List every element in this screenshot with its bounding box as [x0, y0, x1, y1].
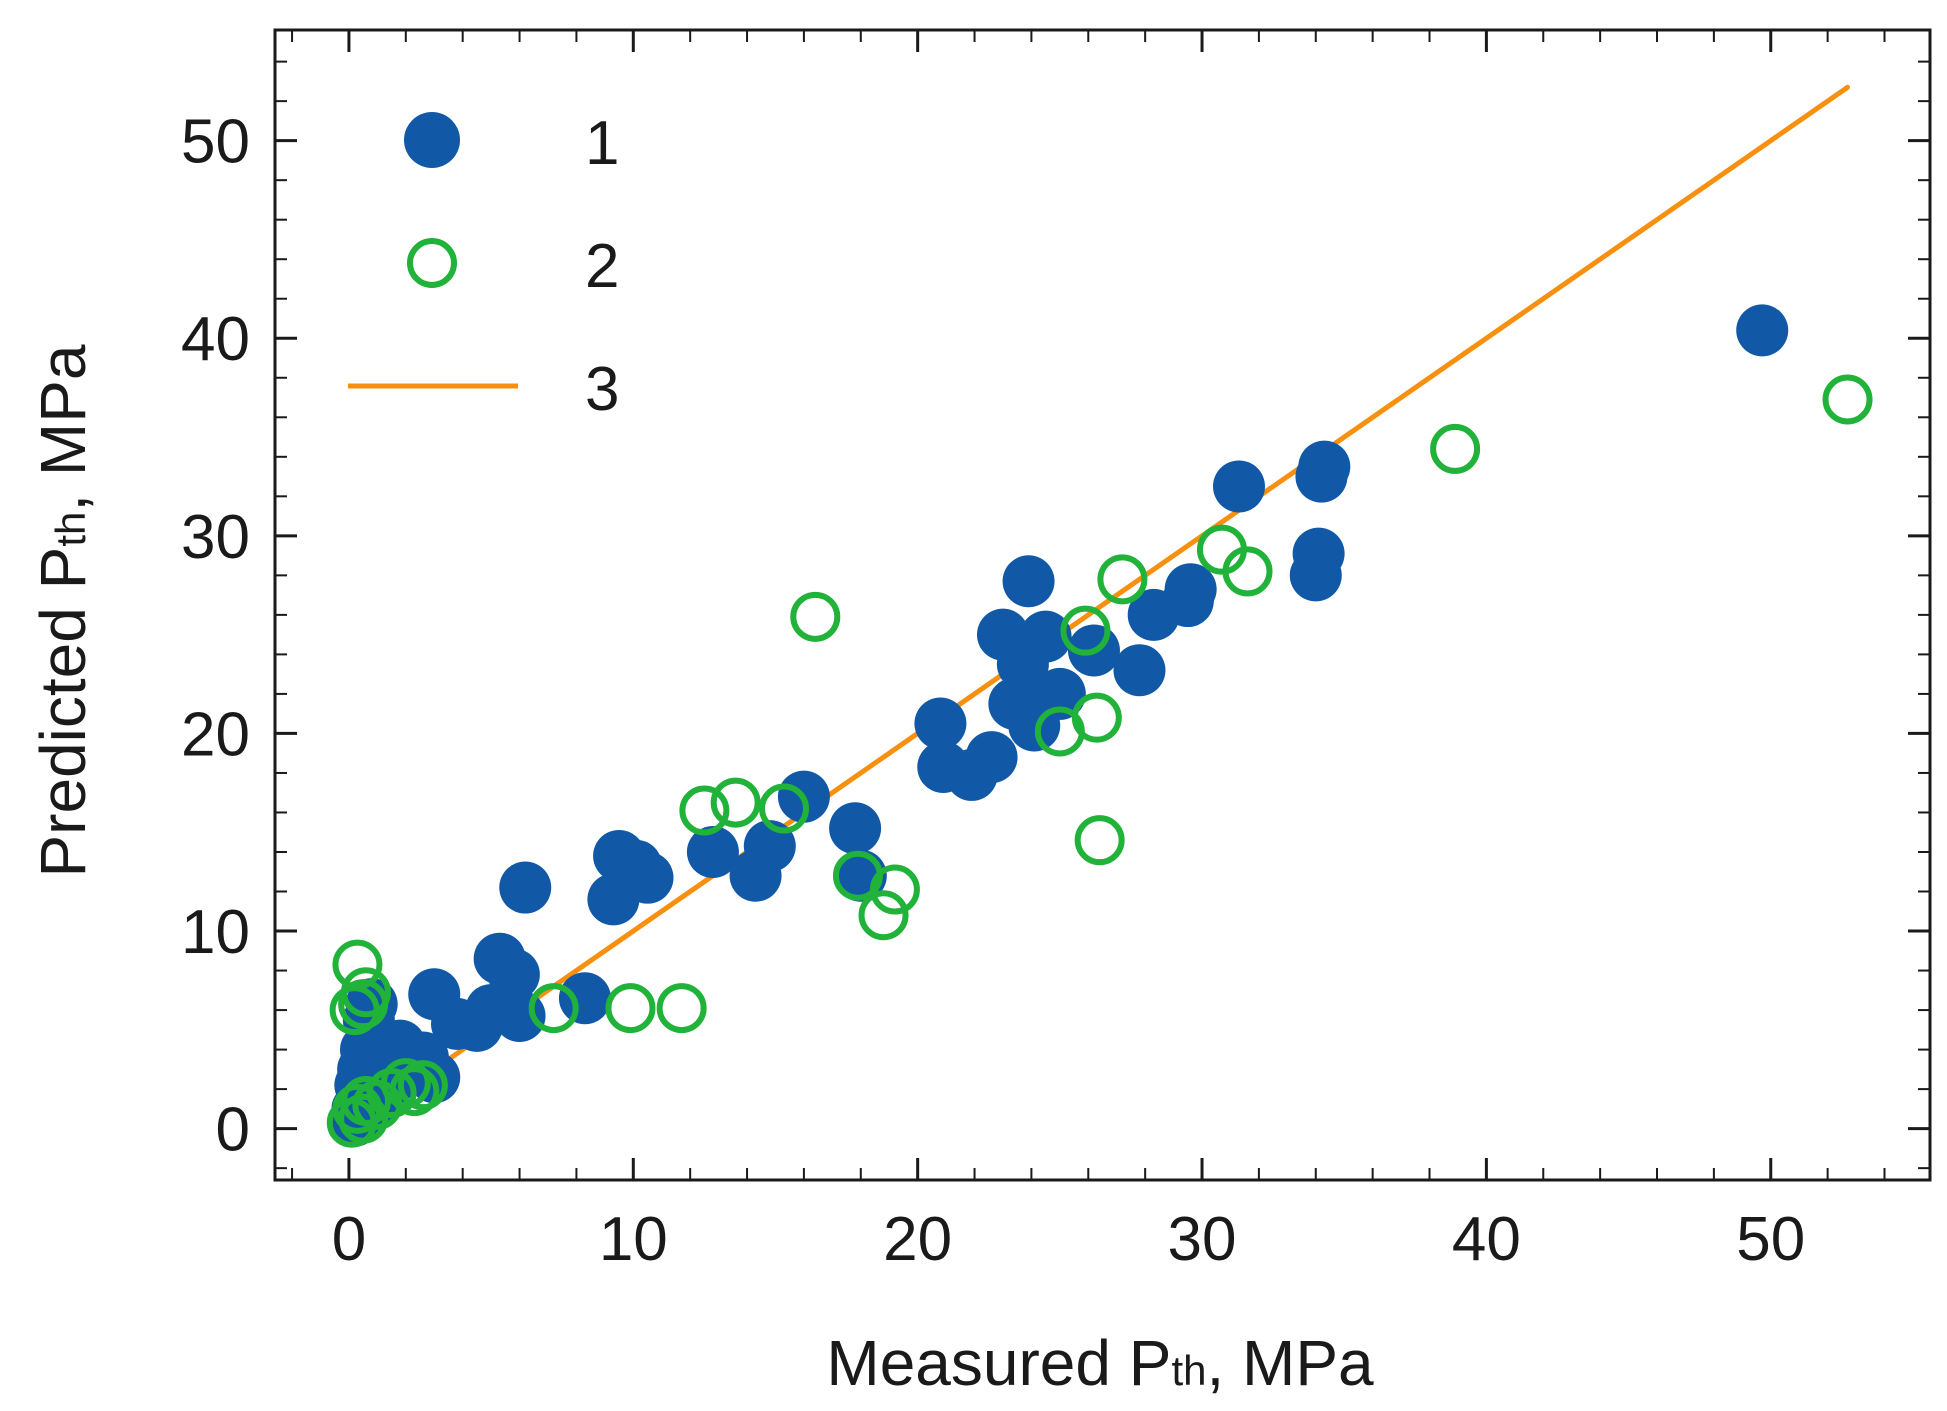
series-1-point [558, 972, 611, 1025]
series-2-point [332, 939, 383, 990]
series-2-point [858, 890, 909, 941]
series-1-point [1033, 667, 1086, 720]
legend: 1 2 3 [348, 109, 619, 424]
y-tick-label: 30 [181, 503, 250, 572]
series-2-point [528, 983, 579, 1034]
series-2-point [1060, 605, 1111, 656]
series-1-point [621, 851, 674, 904]
series-2-point [338, 1093, 389, 1144]
series-2-point [1071, 692, 1122, 743]
series-2-point [605, 983, 656, 1034]
legend-label-2: 2 [585, 232, 619, 301]
x-tick-label: 40 [1452, 1205, 1521, 1274]
x-tick-label: 20 [883, 1205, 952, 1274]
legend-marker-2 [407, 238, 457, 288]
series-2-point [1097, 554, 1148, 605]
series-2-point [389, 1066, 440, 1117]
x-tick-label: 0 [332, 1205, 366, 1274]
series-2-point [759, 783, 810, 834]
x-tick-label: 10 [599, 1205, 668, 1274]
series-1-point [499, 861, 552, 914]
legend-label-3: 3 [585, 355, 619, 424]
y-tick-label: 40 [181, 305, 250, 374]
series-2-point [710, 777, 761, 828]
y-tick-label: 10 [181, 898, 250, 967]
plot-frame [273, 28, 1932, 1182]
series-2-point [869, 864, 920, 915]
series-2-point [790, 591, 841, 642]
tick-labels-layer: 0 10 20 30 40 50 0 10 20 30 40 50 [181, 108, 1805, 1274]
series-1-point [829, 802, 882, 855]
series-2-point [679, 785, 730, 836]
series-1-point [686, 825, 739, 878]
series-2-point [1074, 815, 1125, 866]
series-1-point [487, 948, 540, 1001]
series-1-point [914, 697, 967, 750]
series-2-point [380, 1058, 431, 1109]
series-2-points [326, 374, 1873, 1148]
y-tick-label: 50 [181, 108, 250, 177]
series-1-point [493, 989, 546, 1042]
y-tick-label: 0 [216, 1096, 250, 1165]
series-1-point [1212, 460, 1265, 513]
series-2-point [1430, 423, 1481, 474]
series-2-point [366, 1068, 417, 1119]
x-tick-label: 50 [1736, 1205, 1805, 1274]
series-1-point [1292, 527, 1345, 580]
x-axis-title: Measured Pth, MPa [826, 1327, 1374, 1399]
series-1-point [1164, 563, 1217, 616]
series-1-point [965, 731, 1018, 784]
series-1-point [1113, 644, 1166, 697]
series-1-point [1736, 304, 1789, 357]
series-1-points [328, 304, 1789, 1147]
legend-label-1: 1 [585, 109, 619, 178]
fit-line-layer [346, 84, 1851, 1132]
x-tick-label: 30 [1168, 1205, 1237, 1274]
series-1-point [1002, 555, 1055, 608]
series-2-point [340, 967, 391, 1018]
legend-marker-1 [404, 112, 460, 168]
series-2-point [1822, 374, 1873, 425]
series-1-point [1019, 610, 1072, 663]
series-2-point [397, 1060, 448, 1111]
series-2-point [1222, 546, 1273, 597]
y-axis-title: Predicted Pth, MPa [27, 344, 99, 877]
series-1-point [1298, 440, 1351, 493]
fit-line [346, 84, 1851, 1132]
ticks-layer [275, 30, 1930, 1180]
series-2-point [656, 983, 707, 1034]
y-tick-label: 20 [181, 700, 250, 769]
